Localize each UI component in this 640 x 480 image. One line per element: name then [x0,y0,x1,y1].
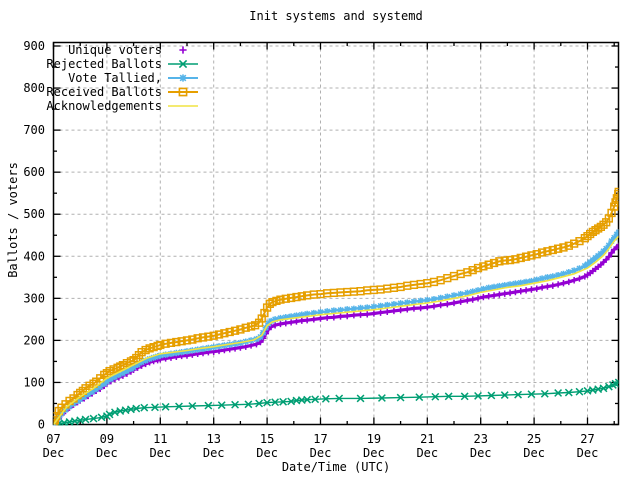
y-tick-label: 900 [23,39,45,53]
y-tick-label: 300 [23,291,45,305]
series-layer [53,187,619,426]
chart-title: Init systems and systemd [249,9,423,23]
legend-marker [178,59,188,69]
x-tick-label: 07 [46,432,60,446]
x-tick-label: Dec [577,446,599,460]
series-acknowledgements-line [53,235,619,425]
series-received-ballots-markers [53,187,619,426]
series-unique-voters-markers [53,242,619,426]
y-tick-label: 800 [23,81,45,95]
tick-labels: 010020030040050060070080090007Dec09Dec11… [23,39,598,460]
y-tick-label: 600 [23,165,45,179]
x-tick-label: Dec [523,446,545,460]
x-tick-label: 17 [313,432,327,446]
series-received-ballots [53,187,619,426]
series-unique-voters [53,242,619,426]
y-tick-label: 700 [23,123,45,137]
x-tick-label: 13 [206,432,220,446]
legend-entry-unique-voters: Unique voters [68,43,187,57]
legend-entry-received-ballots: Received Ballots [46,85,198,99]
legend-entry-vote-tallied: Vote Tallied, [68,71,198,85]
x-tick-label: 19 [367,432,381,446]
legend-entry-acknowledgements: Acknowledgements [46,99,198,113]
legend-label: Received Ballots [46,85,162,99]
x-tick-label: Dec [363,446,385,460]
legend-marker [179,46,187,54]
legend-entry-rejected-ballots: Rejected Ballots [46,57,198,71]
legend-label: Acknowledgements [46,99,162,113]
x-tick-label: Dec [149,446,171,460]
x-tick-label: 27 [580,432,594,446]
x-tick-label: 11 [153,432,167,446]
x-tick-label: 25 [527,432,541,446]
x-tick-label: 09 [100,432,114,446]
legend-label: Unique voters [68,43,162,57]
series-vote-tallied [53,229,619,426]
x-tick-label: Dec [416,446,438,460]
legend-marker [178,87,188,97]
x-tick-label: 21 [420,432,434,446]
series-acknowledgements [53,235,619,425]
x-tick-label: Dec [470,446,492,460]
legend-label: Vote Tallied, [68,71,162,85]
axis-ticks [52,42,619,426]
y-tick-label: 500 [23,207,45,221]
x-tick-label: Dec [203,446,225,460]
x-tick-label: Dec [96,446,118,460]
x-tick-label: 23 [473,432,487,446]
legend-marker [179,74,187,82]
y-tick-label: 200 [23,333,45,347]
y-tick-label: 0 [38,418,45,432]
y-tick-label: 400 [23,249,45,263]
series-rejected-ballots-markers [53,378,619,426]
series-rejected-ballots [53,378,619,426]
x-axis-label: Date/Time (UTC) [281,460,391,474]
x-tick-label: Dec [43,446,65,460]
y-tick-label: 100 [23,375,45,389]
x-tick-label: Dec [310,446,332,460]
x-tick-label: Dec [256,446,278,460]
x-tick-label: 15 [260,432,274,446]
legend-label: Rejected Ballots [46,57,162,71]
